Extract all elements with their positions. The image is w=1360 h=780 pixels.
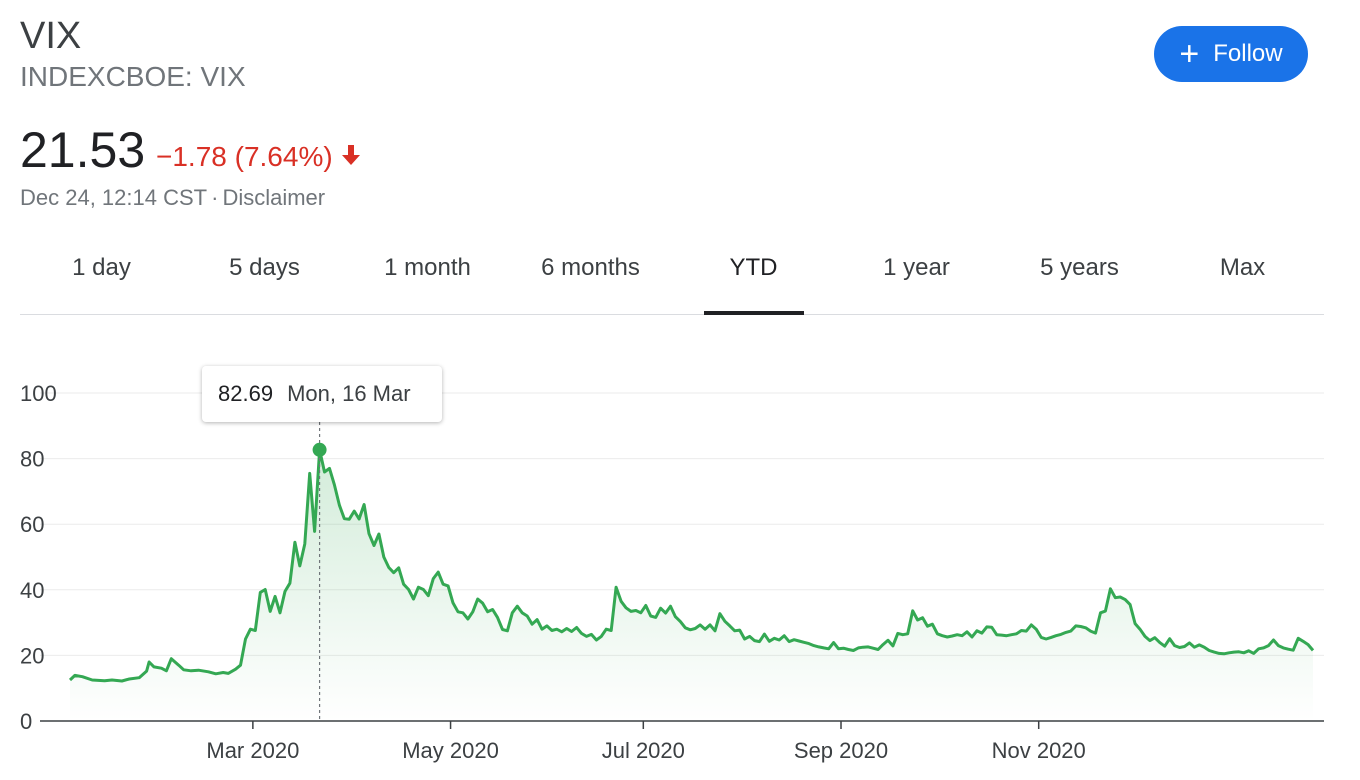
y-tick-label-100: 100 <box>20 381 57 406</box>
x-tick-label-1: May 2020 <box>402 738 499 763</box>
x-tick-label-3: Sep 2020 <box>794 738 888 763</box>
y-tick-label-80: 80 <box>20 447 44 472</box>
ticker-symbol: VIX <box>20 15 82 57</box>
x-tick-label-0: Mar 2020 <box>206 738 299 763</box>
y-tick-label-40: 40 <box>20 578 44 603</box>
tab-6-months[interactable]: 6 months <box>541 254 640 281</box>
x-tick-label-2: Jul 2020 <box>602 738 685 763</box>
price-chart[interactable]: 0 20 40 60 80 100 Mar 2020 May 2020 Jul 2020 Sep … <box>0 330 1360 770</box>
price-change: −1.78 (7.64%) <box>156 140 361 174</box>
price-change-value: −1.78 (7.64%) <box>156 141 333 172</box>
tooltip-date: Mon, 16 Mar <box>287 381 411 406</box>
tab-1-day[interactable]: 1 day <box>72 254 131 281</box>
chart-tooltip: 82.69 Mon, 16 Mar <box>202 366 442 422</box>
disclaimer-link[interactable]: Disclaimer <box>222 185 326 210</box>
tab-ytd[interactable]: YTD <box>672 240 835 315</box>
tooltip-value: 82.69 <box>218 381 274 406</box>
range-tabs: 1 day 5 days 1 month 6 months YTD 1 year 5 yea… <box>20 240 1324 315</box>
highlight-point <box>312 442 327 457</box>
series-area <box>70 449 1313 721</box>
plus-icon: + <box>1179 35 1200 73</box>
current-price: 21.53 <box>20 122 146 178</box>
y-tick-label-0: 0 <box>20 709 32 734</box>
y-tick-label-60: 60 <box>20 512 44 537</box>
tab-1-month[interactable]: 1 month <box>384 254 471 281</box>
tab-max[interactable]: Max <box>1219 254 1266 281</box>
y-tick-label-20: 20 <box>20 643 44 668</box>
arrow-down-icon <box>341 140 361 174</box>
tab-5-days[interactable]: 5 days <box>229 254 300 281</box>
follow-label: Follow <box>1213 40 1283 67</box>
x-tick-label-4: Nov 2020 <box>992 738 1086 763</box>
tab-5-years[interactable]: 5 years <box>1040 254 1119 281</box>
separator: · <box>211 185 219 210</box>
quote-timestamp: Dec 24, 12:14 CST <box>20 185 208 210</box>
exchange-label: INDEXCBOE: VIX <box>20 61 246 92</box>
quote-timestamp-row: Dec 24, 12:14 CST · Disclaimer <box>20 184 325 212</box>
follow-button[interactable]: + Follow <box>1154 26 1308 82</box>
tab-1-year[interactable]: 1 year <box>883 254 950 281</box>
